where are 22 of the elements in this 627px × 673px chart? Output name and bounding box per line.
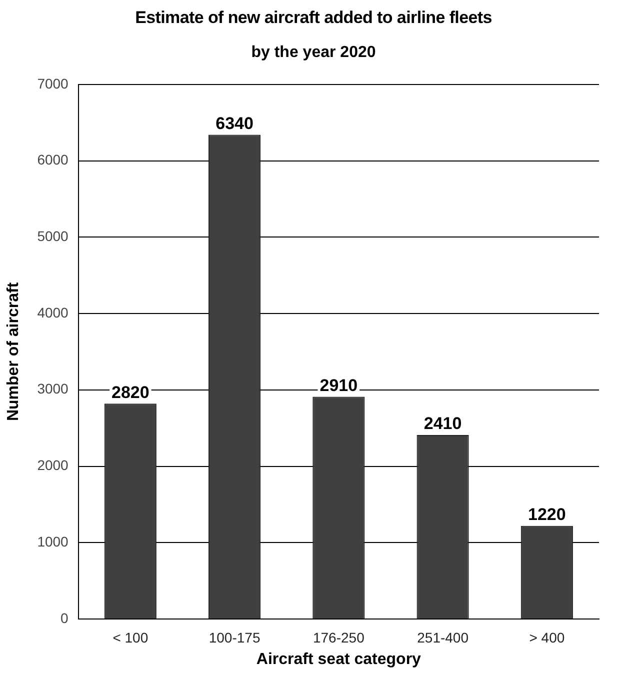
- y-tick-label: 6000: [37, 152, 69, 168]
- y-tick-label: 3000: [37, 380, 69, 397]
- x-tick-label: 176-250: [312, 629, 365, 646]
- y-tick-label: 2000: [37, 457, 69, 474]
- x-axis-title: Aircraft seat category: [256, 650, 422, 668]
- y-tick-label: 0: [60, 610, 69, 626]
- chart-subtitle: by the year 2020: [250, 44, 377, 62]
- x-tick-label: < 100: [112, 629, 148, 646]
- chart-title: Estimate of new aircraft added to airline fleets: [134, 8, 493, 28]
- data-label: 1220: [528, 505, 566, 524]
- y-tick-label: 1000: [37, 533, 69, 550]
- y-tick-label: 4000: [37, 304, 69, 320]
- data-label: 2820: [111, 382, 150, 402]
- y-tick-label: 5000: [37, 228, 69, 244]
- x-tick-label: > 400: [529, 629, 565, 646]
- data-label: 2910: [320, 376, 358, 395]
- x-tick-label: 251-400: [417, 629, 469, 646]
- data-label: 6340: [216, 114, 254, 133]
- y-axis-title: Number of aircraft: [5, 282, 22, 422]
- y-tick-label: 7000: [37, 75, 69, 92]
- x-tick-label: 100-175: [208, 629, 260, 646]
- data-label: 2410: [424, 414, 462, 434]
